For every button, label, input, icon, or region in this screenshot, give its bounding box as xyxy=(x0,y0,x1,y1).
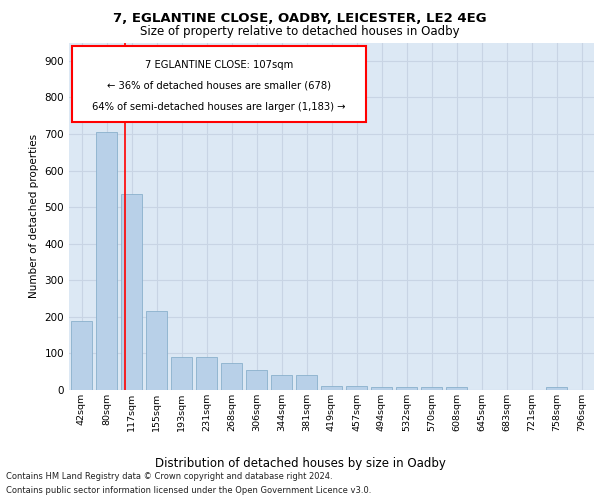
Bar xyxy=(271,376,292,390)
Text: ← 36% of detached houses are smaller (678): ← 36% of detached houses are smaller (67… xyxy=(107,80,331,90)
Bar xyxy=(221,362,242,390)
Bar xyxy=(121,194,142,390)
Text: Distribution of detached houses by size in Oadby: Distribution of detached houses by size … xyxy=(155,458,445,470)
Bar xyxy=(546,387,567,390)
Bar xyxy=(396,387,417,390)
Bar xyxy=(421,387,442,390)
Bar xyxy=(296,376,317,390)
Text: Size of property relative to detached houses in Oadby: Size of property relative to detached ho… xyxy=(140,25,460,38)
Text: 7, EGLANTINE CLOSE, OADBY, LEICESTER, LE2 4EG: 7, EGLANTINE CLOSE, OADBY, LEICESTER, LE… xyxy=(113,12,487,26)
Bar xyxy=(71,320,92,390)
Bar xyxy=(446,387,467,390)
Bar xyxy=(171,357,192,390)
Bar xyxy=(346,386,367,390)
Bar xyxy=(146,312,167,390)
Text: 7 EGLANTINE CLOSE: 107sqm: 7 EGLANTINE CLOSE: 107sqm xyxy=(145,60,293,70)
Bar xyxy=(371,387,392,390)
Y-axis label: Number of detached properties: Number of detached properties xyxy=(29,134,39,298)
Bar xyxy=(321,386,342,390)
Bar xyxy=(96,132,117,390)
FancyBboxPatch shape xyxy=(71,46,365,122)
Bar xyxy=(196,357,217,390)
Text: 64% of semi-detached houses are larger (1,183) →: 64% of semi-detached houses are larger (… xyxy=(92,102,346,112)
Text: Contains public sector information licensed under the Open Government Licence v3: Contains public sector information licen… xyxy=(6,486,371,495)
Bar xyxy=(246,370,267,390)
Text: Contains HM Land Registry data © Crown copyright and database right 2024.: Contains HM Land Registry data © Crown c… xyxy=(6,472,332,481)
